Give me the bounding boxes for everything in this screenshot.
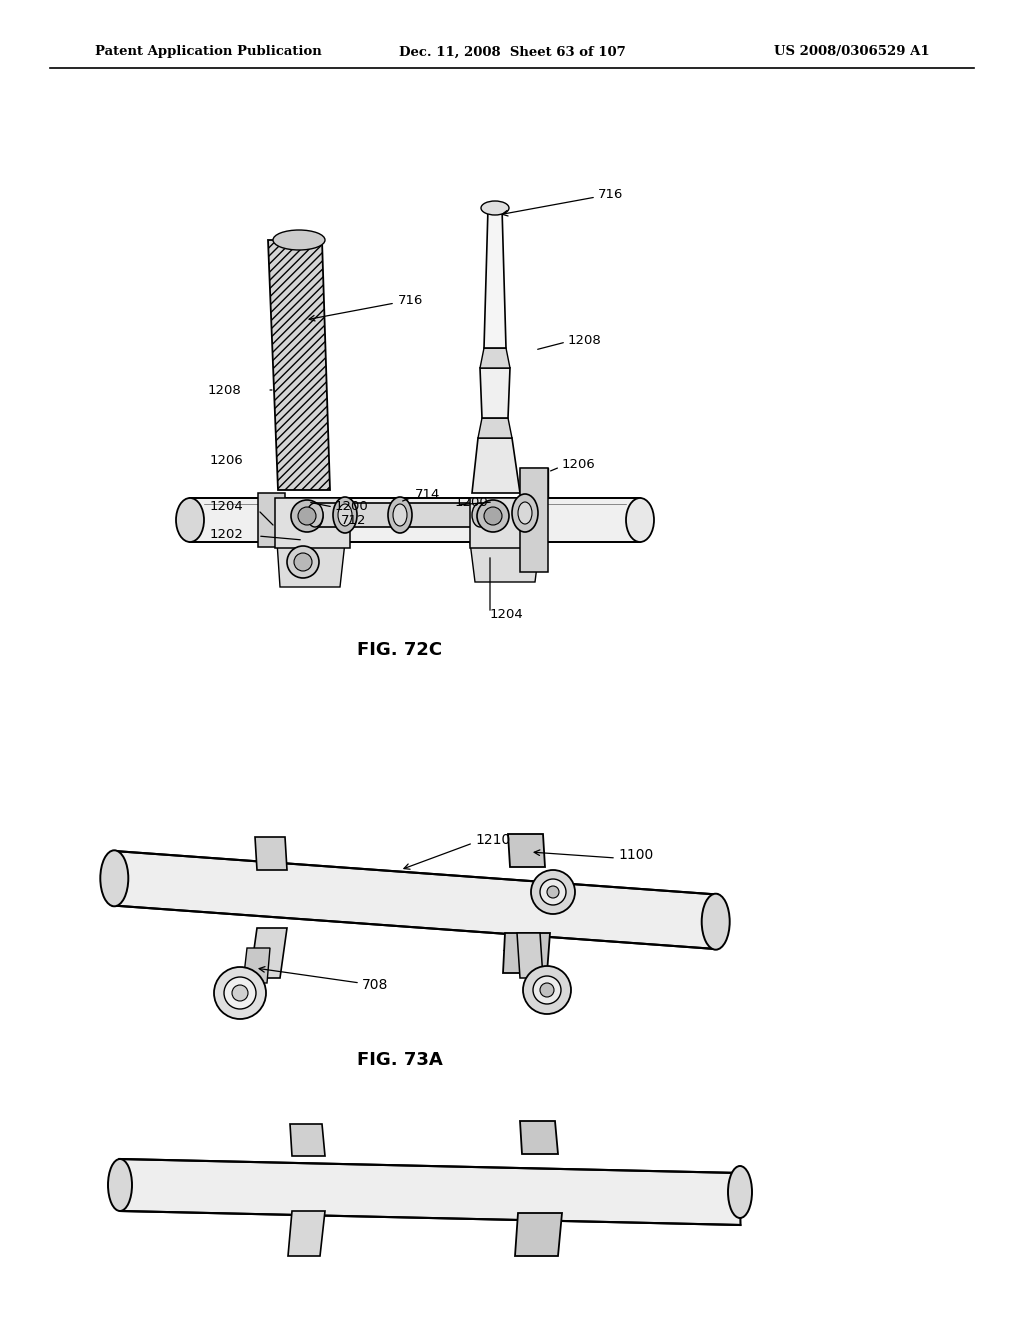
Polygon shape: [290, 1125, 325, 1156]
Polygon shape: [520, 1121, 558, 1154]
Polygon shape: [508, 834, 545, 867]
Text: 716: 716: [398, 293, 423, 306]
Polygon shape: [517, 933, 543, 978]
Ellipse shape: [287, 546, 319, 578]
Text: 1210: 1210: [475, 833, 510, 847]
Polygon shape: [520, 469, 548, 572]
Text: 716: 716: [598, 189, 624, 202]
Ellipse shape: [232, 985, 248, 1001]
Ellipse shape: [273, 230, 325, 249]
Text: US 2008/0306529 A1: US 2008/0306529 A1: [774, 45, 930, 58]
Text: 1206: 1206: [210, 454, 244, 466]
Ellipse shape: [307, 503, 323, 527]
Text: 708: 708: [362, 978, 388, 993]
Text: 714: 714: [415, 488, 440, 502]
Polygon shape: [315, 503, 480, 527]
Polygon shape: [520, 469, 548, 498]
Text: 1208: 1208: [208, 384, 242, 396]
Polygon shape: [515, 1213, 562, 1257]
Text: FIG. 73A: FIG. 73A: [357, 1051, 442, 1069]
Ellipse shape: [512, 494, 538, 532]
Ellipse shape: [481, 201, 509, 215]
Ellipse shape: [108, 1159, 132, 1210]
Text: 712: 712: [341, 513, 367, 527]
Ellipse shape: [484, 507, 502, 525]
Ellipse shape: [540, 879, 566, 906]
Ellipse shape: [338, 504, 352, 525]
Ellipse shape: [701, 894, 730, 949]
Text: Patent Application Publication: Patent Application Publication: [95, 45, 322, 58]
Ellipse shape: [176, 498, 204, 543]
Ellipse shape: [298, 507, 316, 525]
Text: 1204: 1204: [490, 609, 523, 622]
Ellipse shape: [100, 850, 128, 907]
Polygon shape: [278, 543, 345, 587]
Ellipse shape: [393, 504, 407, 525]
Ellipse shape: [534, 975, 561, 1005]
Ellipse shape: [626, 498, 654, 543]
Text: 1202: 1202: [210, 528, 244, 540]
Ellipse shape: [518, 502, 532, 524]
Ellipse shape: [728, 1166, 752, 1218]
Text: 1200: 1200: [335, 499, 369, 512]
Text: 1208: 1208: [568, 334, 602, 346]
Polygon shape: [275, 498, 350, 548]
Polygon shape: [480, 368, 510, 418]
Ellipse shape: [333, 498, 357, 533]
Polygon shape: [120, 1159, 740, 1225]
Text: 1204: 1204: [210, 499, 244, 512]
Text: 1100: 1100: [618, 847, 653, 862]
Ellipse shape: [540, 983, 554, 997]
Ellipse shape: [388, 498, 412, 533]
Text: Dec. 11, 2008  Sheet 63 of 107: Dec. 11, 2008 Sheet 63 of 107: [398, 45, 626, 58]
Polygon shape: [503, 933, 550, 973]
Ellipse shape: [477, 500, 509, 532]
Polygon shape: [250, 928, 287, 978]
Polygon shape: [480, 348, 510, 368]
Polygon shape: [255, 837, 287, 870]
Text: 1200: 1200: [455, 496, 488, 510]
Polygon shape: [258, 492, 285, 546]
Ellipse shape: [472, 503, 488, 527]
Ellipse shape: [294, 553, 312, 572]
Polygon shape: [190, 498, 640, 543]
Polygon shape: [288, 1210, 325, 1257]
Ellipse shape: [523, 966, 571, 1014]
Polygon shape: [470, 498, 540, 548]
Polygon shape: [472, 438, 520, 492]
Polygon shape: [113, 851, 718, 949]
Ellipse shape: [531, 870, 575, 913]
Polygon shape: [243, 948, 270, 983]
Polygon shape: [478, 418, 512, 438]
Text: FIG. 72C: FIG. 72C: [357, 642, 442, 659]
Text: 1206: 1206: [562, 458, 596, 471]
Ellipse shape: [547, 886, 559, 898]
Ellipse shape: [224, 977, 256, 1008]
Ellipse shape: [291, 500, 323, 532]
Polygon shape: [470, 543, 540, 582]
Polygon shape: [484, 209, 506, 348]
Polygon shape: [268, 240, 330, 490]
Ellipse shape: [214, 968, 266, 1019]
